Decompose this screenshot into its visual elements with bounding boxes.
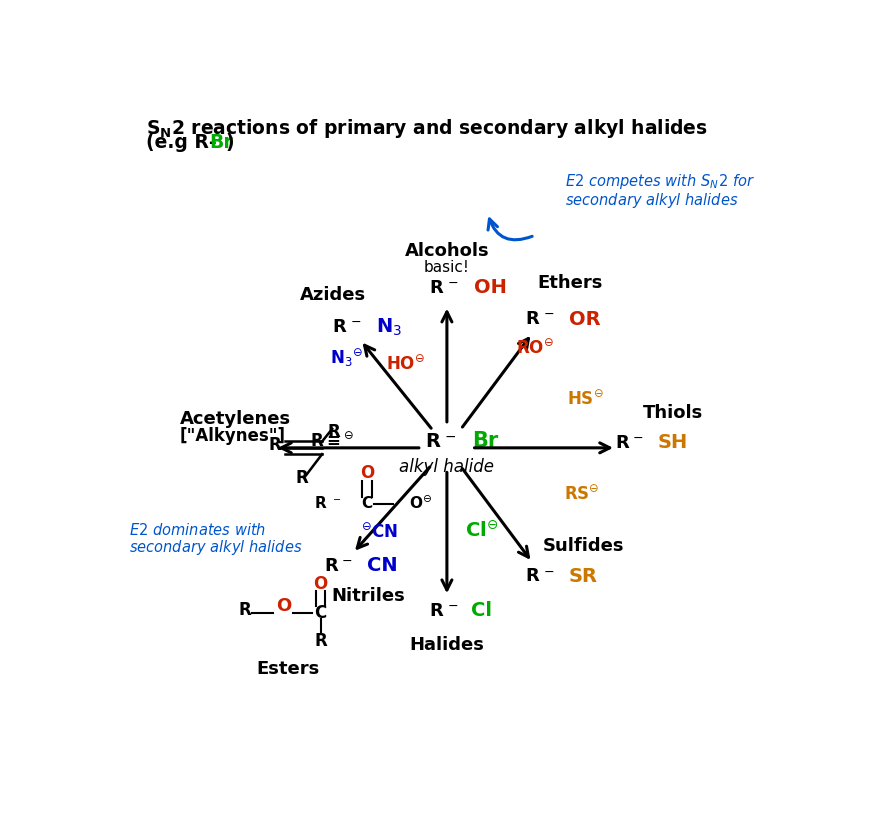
- Text: R: R: [269, 436, 282, 454]
- Text: $^{-}$: $^{-}$: [446, 602, 459, 620]
- Text: $^{-}$: $^{-}$: [444, 432, 456, 451]
- Text: SR: SR: [569, 567, 597, 586]
- Text: R: R: [430, 602, 444, 620]
- Text: R: R: [426, 432, 440, 451]
- Text: Cl: Cl: [471, 601, 492, 620]
- Text: HO$^{\ominus}$: HO$^{\ominus}$: [385, 356, 425, 375]
- Text: R: R: [314, 632, 327, 650]
- Text: RS$^{\ominus}$: RS$^{\ominus}$: [564, 486, 600, 505]
- Text: ): ): [226, 133, 235, 152]
- Text: $^{-}$: $^{-}$: [332, 497, 341, 511]
- Text: (e.g R-: (e.g R-: [146, 133, 217, 152]
- Text: C: C: [315, 604, 327, 622]
- Text: R: R: [238, 601, 251, 619]
- Text: Cl$^{\ominus}$: Cl$^{\ominus}$: [466, 520, 499, 541]
- Text: $^{\ominus}$CN: $^{\ominus}$CN: [361, 524, 398, 543]
- Text: O: O: [360, 464, 374, 482]
- Text: $\it{E2\ competes\ with\ S_N2\ for}$: $\it{E2\ competes\ with\ S_N2\ for}$: [565, 172, 755, 191]
- Text: $\it{E2\ dominates\ with}$: $\it{E2\ dominates\ with}$: [129, 522, 267, 538]
- Text: Azides: Azides: [300, 286, 366, 304]
- Text: alkyl halide: alkyl halide: [399, 458, 494, 476]
- Text: $^{-}$: $^{-}$: [341, 557, 353, 575]
- Text: Nitriles: Nitriles: [331, 588, 405, 606]
- Text: $\it{secondary\ alkyl\ halides}$: $\it{secondary\ alkyl\ halides}$: [565, 191, 739, 210]
- Text: O: O: [276, 597, 291, 616]
- Text: $^{-}$: $^{-}$: [543, 568, 555, 586]
- Text: Br: Br: [473, 432, 499, 452]
- Text: R$\mathbf{\equiv}$$^{\ominus}$: R$\mathbf{\equiv}$$^{\ominus}$: [310, 433, 354, 452]
- Text: R: R: [526, 310, 540, 328]
- Text: $\mathbf{S_N2}$ reactions of primary and secondary alkyl halides: $\mathbf{S_N2}$ reactions of primary and…: [146, 117, 708, 139]
- Text: O: O: [313, 575, 328, 593]
- Text: R: R: [526, 568, 540, 586]
- Text: R: R: [328, 423, 340, 441]
- Text: SH: SH: [658, 433, 688, 452]
- Text: Thiols: Thiols: [643, 404, 703, 422]
- Text: $^{-}$: $^{-}$: [350, 318, 361, 336]
- Text: R: R: [430, 279, 444, 297]
- Text: basic!: basic!: [424, 260, 470, 274]
- Text: $^{-}$: $^{-}$: [446, 279, 459, 297]
- Text: R: R: [616, 433, 629, 452]
- Text: Br: Br: [209, 133, 233, 152]
- Text: C: C: [362, 496, 372, 511]
- Text: OR: OR: [569, 310, 600, 329]
- Text: RO$^{\ominus}$: RO$^{\ominus}$: [516, 340, 554, 359]
- Text: R: R: [295, 470, 308, 487]
- Text: HS$^{\ominus}$: HS$^{\ominus}$: [567, 391, 603, 410]
- Text: CN: CN: [367, 556, 398, 575]
- Text: ["Alkynes"]: ["Alkynes"]: [180, 428, 286, 446]
- Text: R: R: [315, 496, 327, 511]
- Text: Sulfides: Sulfides: [542, 537, 624, 555]
- Text: Esters: Esters: [256, 660, 320, 677]
- Text: $\it{secondary\ alkyl\ halides}$: $\it{secondary\ alkyl\ halides}$: [129, 538, 303, 557]
- Text: OH: OH: [474, 279, 507, 297]
- Text: Alcohols: Alcohols: [405, 242, 489, 260]
- Text: $^{-}$: $^{-}$: [632, 433, 644, 452]
- Text: $^{-}$: $^{-}$: [543, 310, 555, 328]
- Text: R: R: [324, 557, 338, 575]
- Text: Acetylenes: Acetylenes: [180, 410, 291, 428]
- Text: Ethers: Ethers: [537, 274, 603, 293]
- Text: N$_3$: N$_3$: [376, 316, 402, 338]
- Text: Halides: Halides: [410, 635, 484, 653]
- Text: O$^{\ominus}$: O$^{\ominus}$: [409, 495, 433, 513]
- Text: R: R: [333, 318, 346, 336]
- Text: N$_3$$^{\ominus}$: N$_3$$^{\ominus}$: [330, 348, 364, 370]
